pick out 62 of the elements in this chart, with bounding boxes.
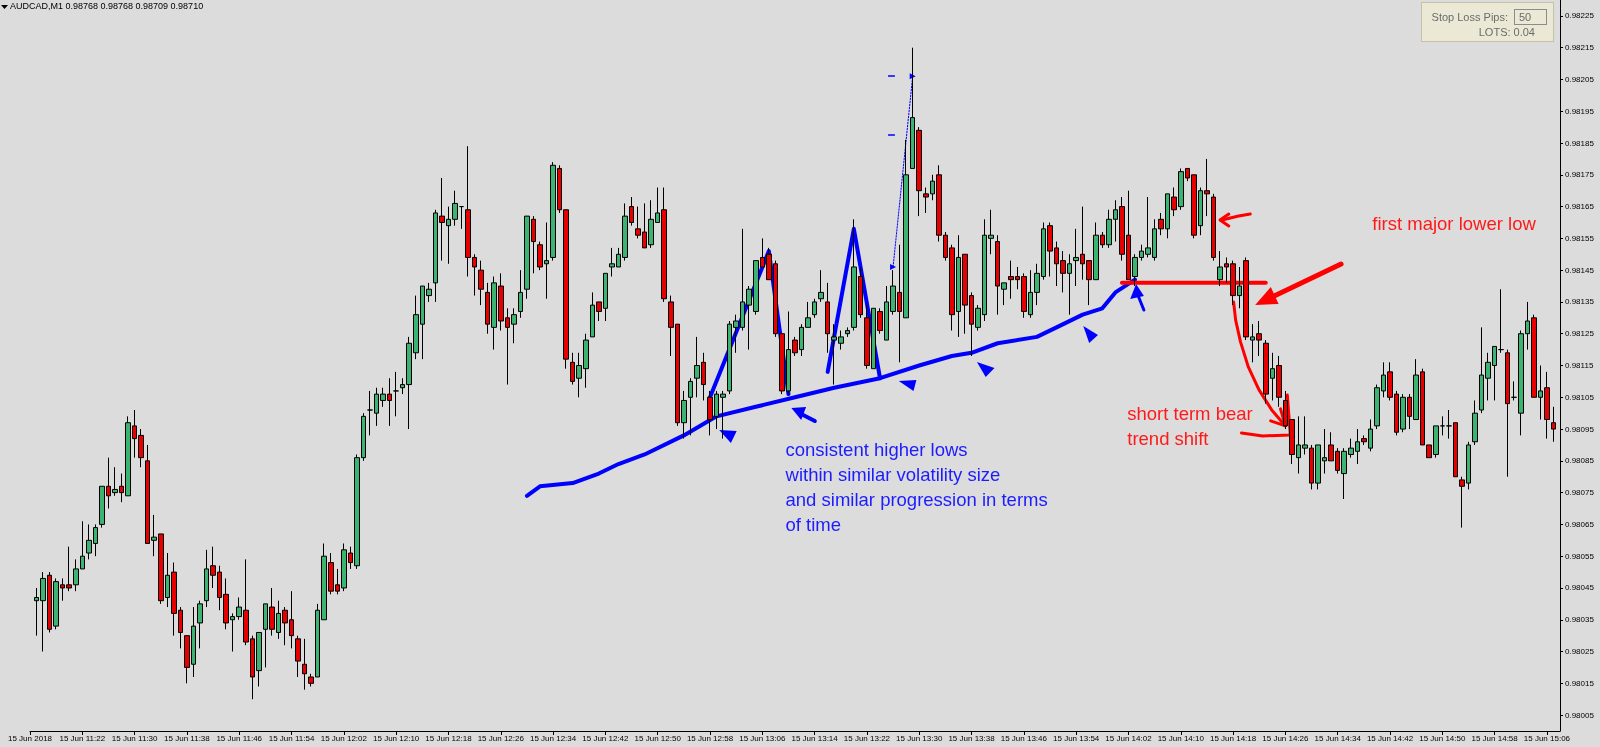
- input-field: 50: [1514, 9, 1547, 25]
- y-tick-label: 0.98125: [1565, 329, 1595, 339]
- x-tick-label: 15 Jun 14:34: [1314, 733, 1362, 743]
- y-tick-label: 0.98185: [1565, 138, 1595, 148]
- x-tick-label: 15 Jun 14:02: [1105, 733, 1153, 743]
- y-tick-label: 0.98035: [1565, 615, 1595, 625]
- y-tick-label: 0.98195: [1565, 106, 1595, 116]
- annotation: first major lower low: [1372, 213, 1537, 235]
- x-tick-label: 15 Jun 2018: [7, 733, 53, 743]
- x-tick-label: 15 Jun 13:22: [843, 733, 891, 743]
- x-tick-label: 15 Jun 13:06: [739, 733, 786, 743]
- x-tick-label: 15 Jun 14:10: [1157, 733, 1205, 743]
- x-tick-label: 15 Jun 12:02: [320, 733, 368, 743]
- x-tick-label: 15 Jun 11:30: [111, 733, 158, 743]
- x-tick-label: 15 Jun 12:26: [477, 733, 525, 743]
- y-tick-label: 0.98095: [1565, 424, 1595, 434]
- y-tick-label: 0.98155: [1565, 233, 1595, 243]
- y-tick-label: 0.98105: [1565, 392, 1595, 402]
- x-tick-label: 15 Jun 13:14: [791, 733, 839, 743]
- y-tick-label: 0.98085: [1565, 456, 1595, 466]
- x-tick-label: 15 Jun 15:06: [1523, 733, 1571, 743]
- y-tick-label: 0.98005: [1565, 710, 1595, 720]
- x-tick-label: 15 Jun 12:34: [529, 733, 577, 743]
- chart-title: AUDCAD,M1 0.98768 0.98768 0.98709 0.98710: [10, 0, 204, 11]
- x-tick-label: 15 Jun 14:42: [1366, 733, 1414, 743]
- x-tick-label: 15 Jun 12:18: [425, 733, 473, 743]
- y-tick-label: 0.98215: [1565, 43, 1595, 53]
- y-tick-label: 0.98205: [1565, 74, 1595, 84]
- y-tick-label: 0.98135: [1565, 297, 1595, 307]
- x-tick-label: 15 Jun 11:54: [268, 733, 315, 743]
- y-tick-label: 0.98025: [1565, 647, 1595, 657]
- y-tick-label: 0.98075: [1565, 488, 1595, 498]
- x-tick-label: 15 Jun 14:26: [1262, 733, 1310, 743]
- x-tick-label: 15 Jun 11:38: [164, 733, 211, 743]
- x-tick-label: 15 Jun 13:46: [1000, 733, 1048, 743]
- annotation: Stop Loss Pips:: [1431, 11, 1508, 24]
- x-tick-label: 15 Jun 11:46: [216, 733, 263, 743]
- x-tick-label: 15 Jun 11:22: [59, 733, 106, 743]
- x-tick-label: 15 Jun 13:30: [896, 733, 943, 743]
- y-tick-label: 0.98165: [1565, 202, 1595, 212]
- y-tick-label: 0.98145: [1565, 265, 1595, 275]
- y-tick-label: 0.98055: [1565, 551, 1595, 561]
- annotation: 50: [1519, 11, 1532, 24]
- x-tick-label: 15 Jun 12:50: [634, 733, 682, 743]
- x-tick-label: 15 Jun 12:58: [686, 733, 734, 743]
- x-tick-label: 15 Jun 14:58: [1471, 733, 1519, 743]
- annotation: short term bear trend shift: [1127, 403, 1253, 450]
- x-tick-label: 15 Jun 12:10: [373, 733, 420, 743]
- annotation: consistent higher lows within similar volatility size and similar progression in terms of time: [784, 439, 1048, 536]
- panel: Stop Loss Pips: 50 LOTS: 0.04: [1421, 2, 1554, 42]
- y-tick-label: 0.98175: [1565, 170, 1595, 180]
- y-tick-label: 0.98015: [1565, 678, 1595, 688]
- x-tick-label: 15 Jun 14:50: [1419, 733, 1466, 743]
- x-tick-label: 15 Jun 13:54: [1053, 733, 1100, 743]
- x-tick-label: 15 Jun 14:18: [1209, 733, 1257, 743]
- annotation: LOTS: 0.04: [1478, 26, 1535, 39]
- x-tick-label: 15 Jun 12:42: [582, 733, 630, 743]
- y-tick-label: 0.98225: [1565, 11, 1595, 21]
- x-tick-label: 15 Jun 13:38: [948, 733, 996, 743]
- y-tick-label: 0.98045: [1565, 583, 1595, 593]
- y-tick-label: 0.98115: [1565, 361, 1594, 370]
- y-tick-label: 0.98065: [1565, 519, 1595, 529]
